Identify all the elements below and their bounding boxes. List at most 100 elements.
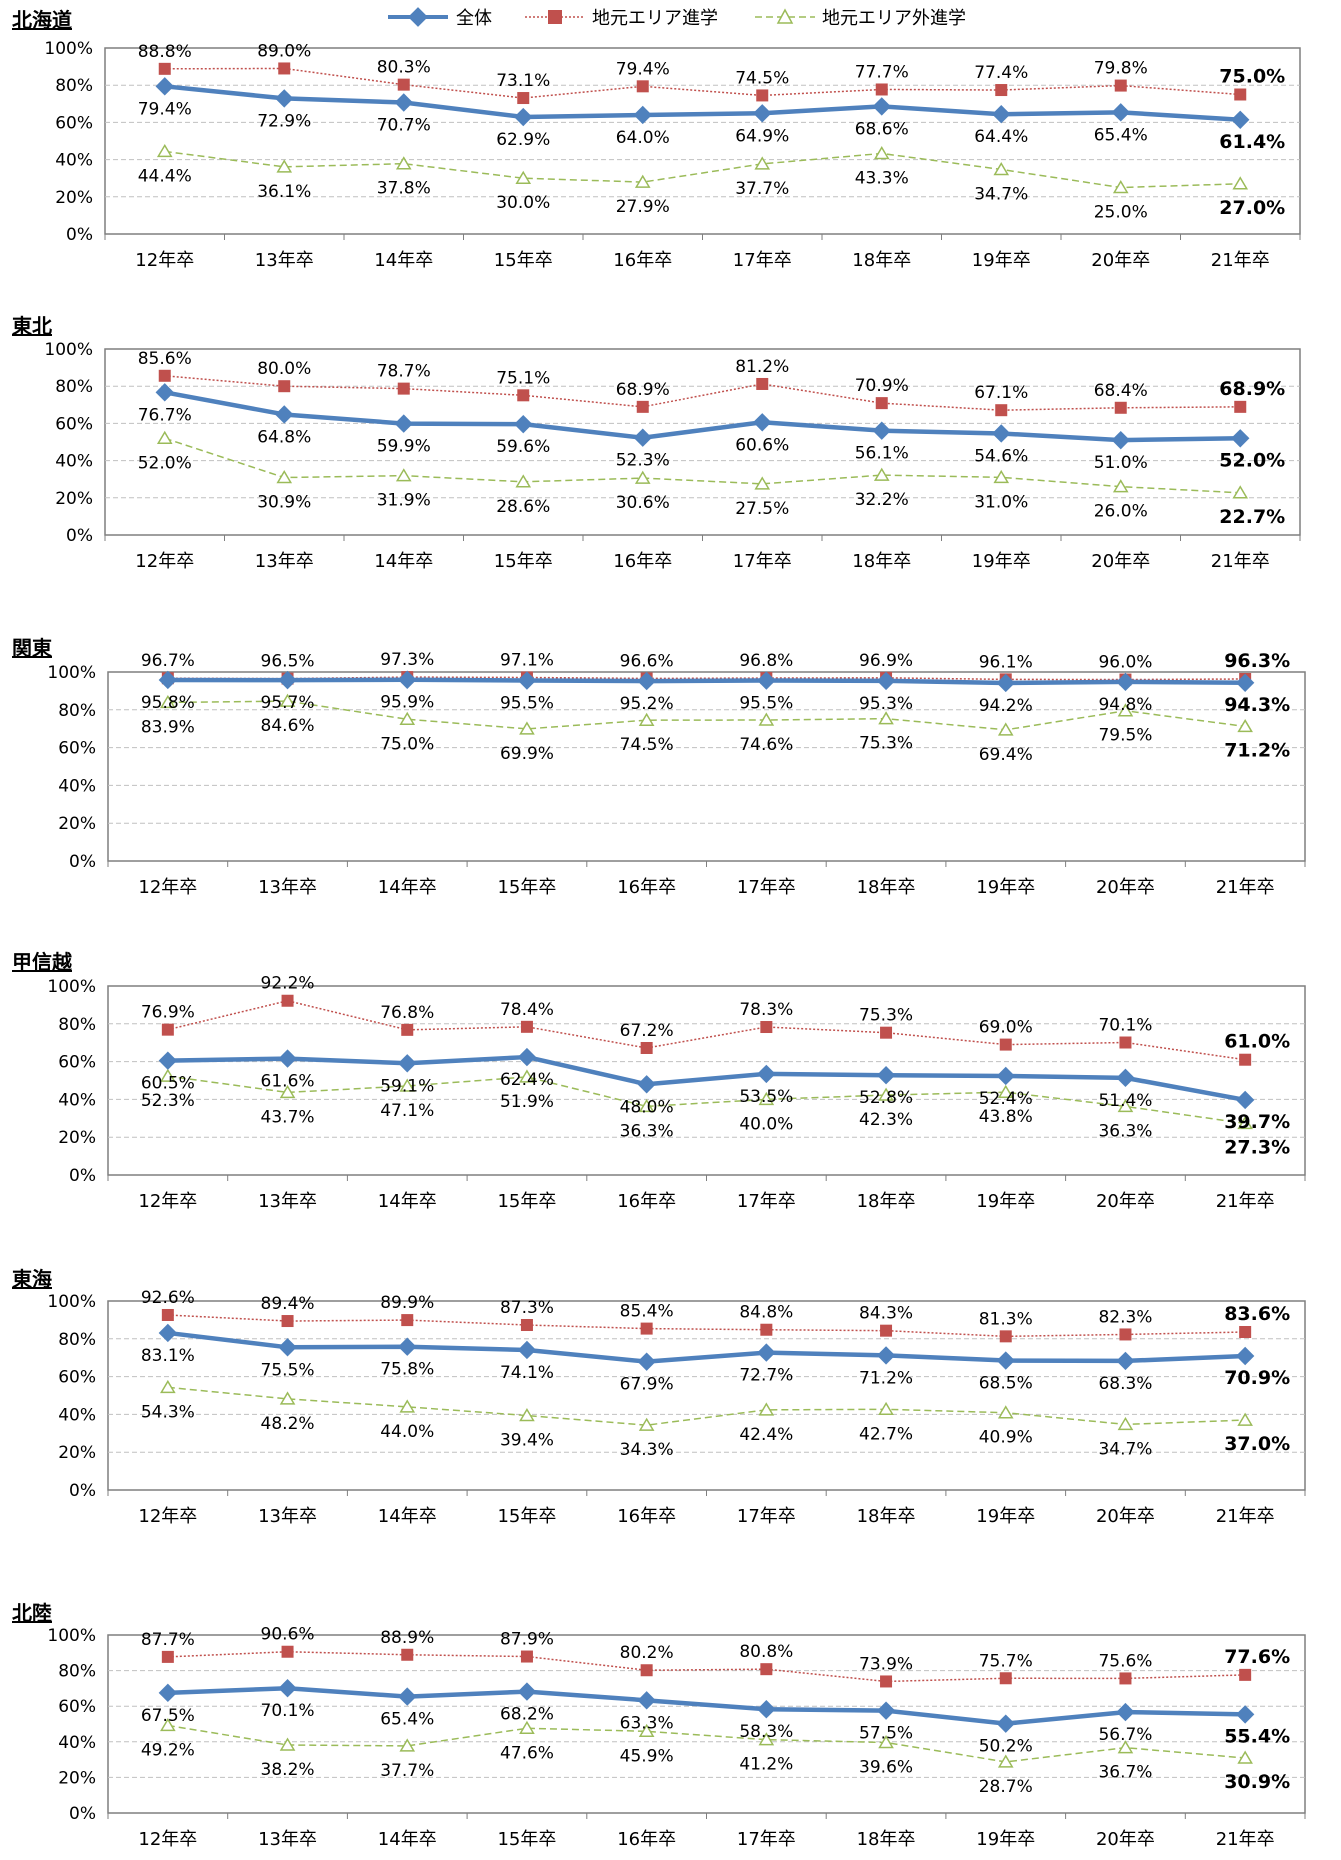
- x-tick-label: 18年卒: [857, 877, 916, 898]
- x-tick-label: 18年卒: [857, 1829, 916, 1850]
- data-point-diamond: [155, 77, 174, 96]
- data-point-triangle: [1117, 1416, 1134, 1431]
- data-point-triangle: [754, 156, 771, 170]
- data-point-square: [999, 1672, 1012, 1685]
- data-label: 60.5%: [141, 1074, 195, 1094]
- y-tick-label: 100%: [47, 1292, 96, 1312]
- data-label: 95.8%: [141, 693, 195, 713]
- data-point-square: [1234, 88, 1247, 101]
- x-tick-label: 12年卒: [138, 877, 197, 898]
- x-tick-label: 15年卒: [494, 250, 553, 271]
- data-point-triangle: [758, 1732, 775, 1746]
- data-label: 87.9%: [500, 1630, 554, 1650]
- series-line: [167, 999, 1246, 1061]
- x-tick-label: 17年卒: [737, 1506, 796, 1527]
- data-label: 57.5%: [859, 1724, 913, 1744]
- y-tick-label: 0%: [69, 852, 96, 872]
- series-line: [164, 375, 1241, 411]
- x-tick-label: 20年卒: [1091, 250, 1150, 271]
- data-label: 69.4%: [979, 745, 1033, 765]
- data-label: 40.9%: [979, 1428, 1033, 1448]
- data-point-square: [1239, 1668, 1252, 1681]
- data-point-diamond: [757, 671, 776, 690]
- data-label: 75.6%: [1098, 1651, 1152, 1671]
- y-tick-label: 100%: [47, 663, 96, 683]
- data-label: 94.2%: [979, 696, 1033, 716]
- y-tick-label: 40%: [58, 1405, 96, 1425]
- y-tick-label: 20%: [55, 489, 93, 509]
- plot-area: [107, 1634, 1306, 1814]
- y-tick-label: 60%: [58, 739, 96, 759]
- data-label: 75.0%: [380, 734, 434, 754]
- data-point-triangle: [997, 722, 1014, 736]
- data-label: 49.2%: [141, 1740, 195, 1760]
- data-label: 47.6%: [500, 1743, 554, 1763]
- legend-item-local: 地元エリア進学: [525, 8, 718, 29]
- line-chart: 0% 20% 40% 60% 80% 100% 12年卒 13年卒 14年卒 15年卒 16年卒 17…: [47, 1288, 1306, 1527]
- data-point-square: [401, 1314, 414, 1327]
- data-label: 27.9%: [616, 197, 670, 217]
- data-point-diamond: [996, 1066, 1015, 1086]
- data-label: 31.0%: [974, 492, 1028, 512]
- data-point-square: [995, 84, 1008, 97]
- data-label: 59.6%: [496, 437, 550, 457]
- line-chart: 0% 20% 40% 60% 80% 100% 12年卒 13年卒 14年卒 15年卒 16年卒 17…: [47, 1625, 1306, 1850]
- data-point-square: [999, 1330, 1012, 1343]
- data-point-square: [756, 377, 769, 390]
- data-point-diamond: [275, 89, 294, 108]
- data-point-square: [397, 382, 410, 395]
- y-tick-label: 80%: [58, 1015, 96, 1035]
- data-point-square: [1239, 1053, 1252, 1066]
- data-point-diamond: [876, 1346, 896, 1365]
- x-tick-label: 19年卒: [976, 1829, 1035, 1850]
- x-tick-label: 20年卒: [1091, 551, 1150, 572]
- data-label: 72.9%: [257, 111, 311, 131]
- y-tick-label: 100%: [44, 39, 93, 59]
- data-point-triangle: [395, 468, 412, 482]
- data-label: 80.2%: [620, 1643, 674, 1663]
- data-label: 67.2%: [620, 1021, 674, 1041]
- y-tick-label: 60%: [58, 1697, 96, 1717]
- data-label: 78.3%: [739, 1000, 793, 1020]
- data-point-diamond: [1116, 672, 1135, 692]
- data-point-triangle: [519, 1069, 535, 1083]
- x-tick-label: 12年卒: [135, 250, 194, 271]
- data-label: 96.6%: [620, 651, 674, 671]
- data-label: 95.9%: [380, 693, 434, 713]
- data-point-diamond: [1116, 1068, 1135, 1088]
- x-tick-label: 15年卒: [497, 1829, 556, 1850]
- x-tick-label: 17年卒: [733, 551, 792, 572]
- series-line: [167, 1054, 1246, 1103]
- y-tick-label: 80%: [58, 701, 96, 721]
- data-label: 87.7%: [141, 1630, 195, 1650]
- square-marker-icon: [548, 10, 562, 24]
- data-point-diamond: [753, 413, 772, 432]
- y-tick-label: 40%: [58, 1733, 96, 1753]
- data-label: 71.2%: [859, 1368, 913, 1388]
- x-tick-label: 14年卒: [378, 877, 437, 898]
- data-point-triangle: [758, 1091, 775, 1106]
- data-label: 77.4%: [974, 63, 1028, 83]
- data-point-triangle: [1237, 1412, 1253, 1426]
- y-tick-label: 20%: [58, 814, 96, 834]
- data-label: 51.4%: [1098, 1091, 1152, 1111]
- data-label: 40.0%: [739, 1114, 793, 1134]
- data-point-triangle: [878, 1087, 894, 1101]
- data-label: 81.2%: [735, 357, 789, 377]
- data-point-square: [640, 1664, 653, 1677]
- data-label: 96.8%: [739, 651, 793, 671]
- y-tick-label: 40%: [55, 452, 93, 472]
- x-tick-label: 13年卒: [255, 551, 314, 572]
- data-label: 68.3%: [1098, 1374, 1152, 1394]
- data-point-square: [161, 1650, 174, 1663]
- data-label: 96.1%: [979, 652, 1033, 672]
- chart-panel-koshinetsu: 甲信越 0% 20% 40% 60% 80% 100% 12年卒 13年卒 14年卒 15年卒 16…: [0, 940, 1341, 1240]
- data-point-triangle: [878, 1735, 894, 1749]
- data-point-triangle: [873, 467, 890, 481]
- data-point-triangle: [638, 1723, 655, 1738]
- data-label: 75.3%: [859, 1006, 913, 1026]
- line-chart: 0% 20% 40% 60% 80% 100% 12年卒 13年卒 14年卒 15年卒 16年卒 17…: [44, 39, 1301, 271]
- data-label: 94.8%: [1098, 695, 1152, 715]
- data-point-diamond: [633, 428, 652, 447]
- data-label: 34.7%: [974, 184, 1028, 204]
